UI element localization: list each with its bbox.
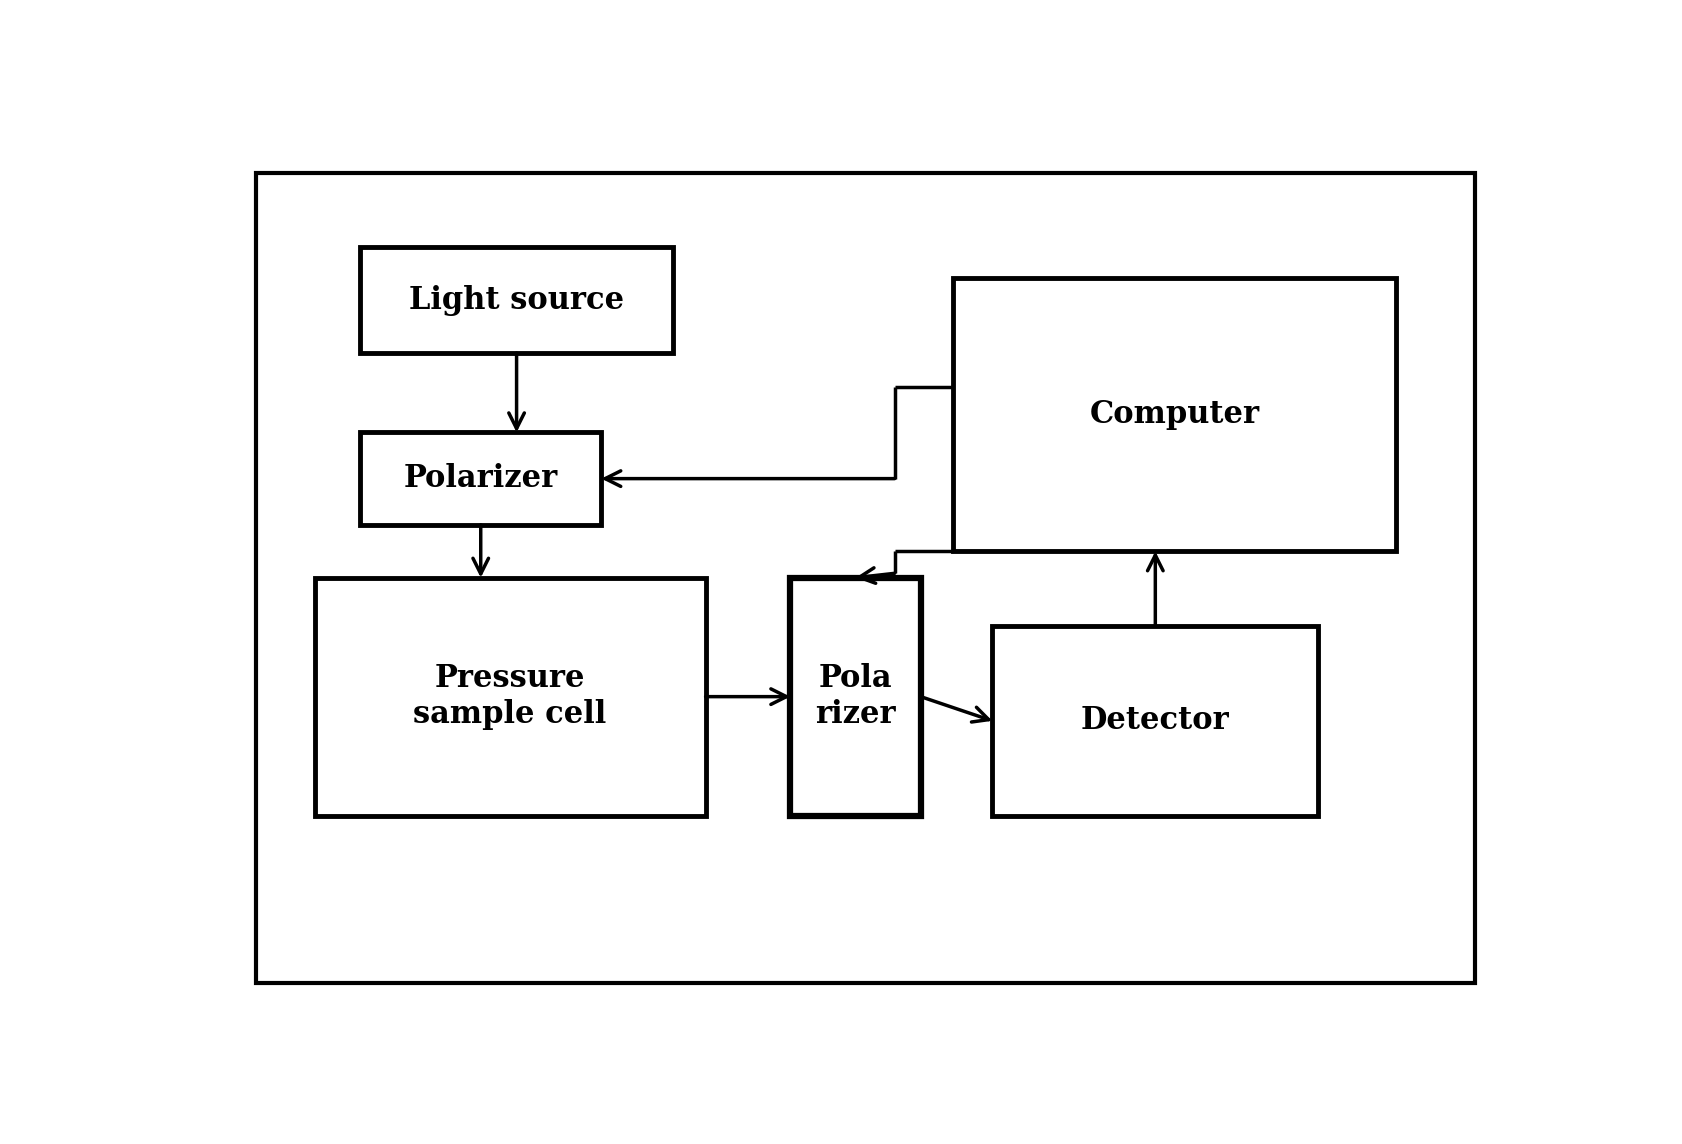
- Text: Pola
rizer: Pola rizer: [816, 664, 897, 730]
- Bar: [360, 247, 673, 353]
- Bar: [315, 578, 705, 816]
- Text: Pressure
sample cell: Pressure sample cell: [414, 664, 607, 730]
- Text: Detector: Detector: [1082, 706, 1230, 737]
- Text: Polarizer: Polarizer: [404, 463, 558, 494]
- Bar: [992, 626, 1319, 816]
- Text: Computer: Computer: [1090, 399, 1260, 430]
- Text: Light source: Light source: [409, 285, 624, 316]
- Bar: [360, 432, 602, 525]
- Bar: [791, 578, 920, 816]
- Bar: [954, 278, 1396, 551]
